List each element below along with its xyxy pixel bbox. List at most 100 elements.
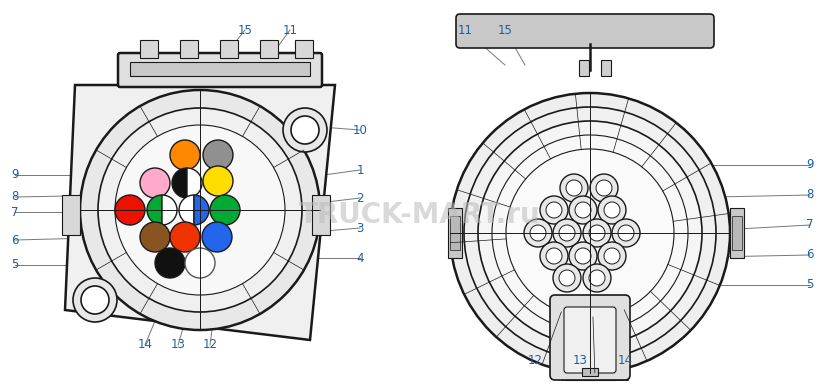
Circle shape xyxy=(559,270,575,286)
Circle shape xyxy=(524,219,552,247)
Circle shape xyxy=(203,140,233,170)
Polygon shape xyxy=(562,360,628,380)
Circle shape xyxy=(546,248,562,264)
Circle shape xyxy=(450,93,730,373)
Bar xyxy=(140,40,158,58)
Circle shape xyxy=(604,202,620,218)
Circle shape xyxy=(589,225,605,241)
Circle shape xyxy=(291,116,319,144)
Wedge shape xyxy=(187,168,202,198)
Text: 11: 11 xyxy=(282,23,297,36)
Text: 13: 13 xyxy=(171,339,186,351)
Text: 5: 5 xyxy=(11,258,18,271)
Circle shape xyxy=(210,195,240,225)
Bar xyxy=(295,40,313,58)
Circle shape xyxy=(202,222,232,252)
FancyBboxPatch shape xyxy=(456,14,714,48)
Text: 13: 13 xyxy=(573,354,587,366)
Text: 3: 3 xyxy=(356,222,364,235)
Text: 12: 12 xyxy=(202,339,218,351)
Text: 6: 6 xyxy=(11,233,18,247)
FancyBboxPatch shape xyxy=(550,295,630,380)
FancyBboxPatch shape xyxy=(118,53,322,87)
Bar xyxy=(62,195,80,235)
Bar xyxy=(448,208,462,258)
Circle shape xyxy=(492,135,688,331)
Text: 14: 14 xyxy=(138,339,153,351)
Circle shape xyxy=(559,225,575,241)
Bar xyxy=(579,60,589,76)
Circle shape xyxy=(589,270,605,286)
Circle shape xyxy=(553,219,581,247)
Bar xyxy=(450,216,460,250)
Text: 9: 9 xyxy=(806,159,814,172)
Wedge shape xyxy=(172,168,187,198)
Circle shape xyxy=(140,168,170,198)
Circle shape xyxy=(575,202,591,218)
Circle shape xyxy=(73,278,117,322)
Circle shape xyxy=(464,107,716,359)
Circle shape xyxy=(115,125,285,295)
Circle shape xyxy=(583,264,611,292)
FancyBboxPatch shape xyxy=(564,307,616,373)
Bar xyxy=(180,40,198,58)
Circle shape xyxy=(203,166,233,196)
Bar xyxy=(732,216,742,250)
Text: 5: 5 xyxy=(806,278,814,291)
Bar xyxy=(220,40,238,58)
Bar xyxy=(601,60,611,76)
Circle shape xyxy=(170,222,200,252)
Bar xyxy=(312,195,330,235)
Bar xyxy=(260,40,278,58)
Circle shape xyxy=(170,140,200,170)
Circle shape xyxy=(598,242,626,270)
Circle shape xyxy=(283,108,327,152)
Text: 8: 8 xyxy=(806,189,814,202)
Circle shape xyxy=(540,196,568,224)
Text: 1: 1 xyxy=(356,164,364,177)
Text: 9: 9 xyxy=(11,169,18,182)
Circle shape xyxy=(569,242,597,270)
Wedge shape xyxy=(147,195,162,225)
Bar xyxy=(565,368,615,380)
Circle shape xyxy=(81,286,109,314)
Circle shape xyxy=(566,180,582,196)
Circle shape xyxy=(478,121,702,345)
Circle shape xyxy=(115,195,145,225)
Wedge shape xyxy=(162,195,177,225)
Text: 15: 15 xyxy=(238,23,253,36)
Text: 12: 12 xyxy=(528,354,543,366)
Circle shape xyxy=(618,225,634,241)
Text: 7: 7 xyxy=(806,218,814,232)
Circle shape xyxy=(560,174,588,202)
Bar xyxy=(130,62,310,76)
Circle shape xyxy=(546,202,562,218)
Circle shape xyxy=(583,219,611,247)
Circle shape xyxy=(569,196,597,224)
Circle shape xyxy=(530,225,546,241)
Text: TRUCK-MART.ru: TRUCK-MART.ru xyxy=(299,201,541,229)
Text: 14: 14 xyxy=(617,354,633,366)
Circle shape xyxy=(140,222,170,252)
Circle shape xyxy=(604,248,620,264)
Text: 7: 7 xyxy=(11,205,18,218)
Wedge shape xyxy=(194,195,209,225)
Text: 10: 10 xyxy=(353,124,367,136)
Polygon shape xyxy=(65,85,335,340)
Circle shape xyxy=(185,248,215,278)
Text: 4: 4 xyxy=(356,252,364,265)
Circle shape xyxy=(598,196,626,224)
Circle shape xyxy=(612,219,640,247)
Circle shape xyxy=(575,248,591,264)
Circle shape xyxy=(596,180,612,196)
Circle shape xyxy=(553,264,581,292)
Circle shape xyxy=(80,90,320,330)
Text: 8: 8 xyxy=(11,190,18,204)
Text: 11: 11 xyxy=(458,23,472,36)
Circle shape xyxy=(506,149,674,317)
Circle shape xyxy=(98,108,302,312)
Bar xyxy=(582,368,598,376)
Circle shape xyxy=(590,174,618,202)
Circle shape xyxy=(540,242,568,270)
Bar xyxy=(730,208,744,258)
